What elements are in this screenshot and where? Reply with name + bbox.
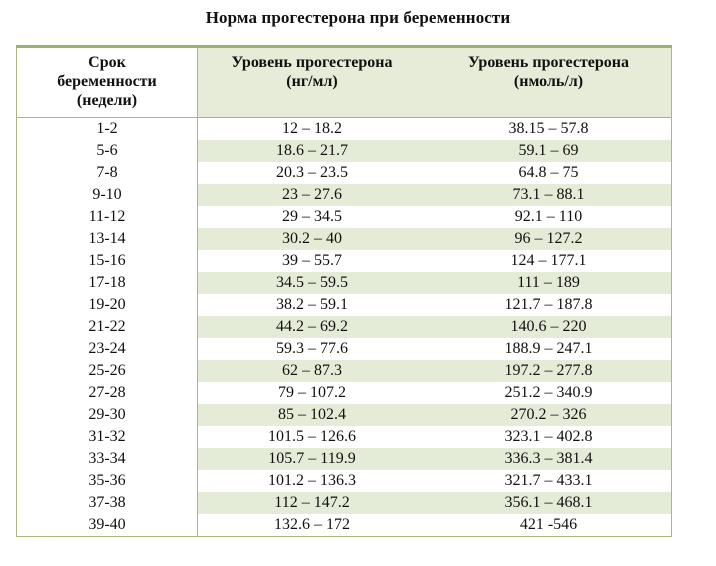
table-row: 23-24 59.3 – 77.6 188.9 – 247.1 — [16, 338, 672, 360]
cell-ng-ml: 12 – 18.2 — [197, 117, 426, 140]
table-row: 25-26 62 – 87.3 197.2 – 277.8 — [16, 360, 672, 382]
cell-ng-ml: 101.2 – 136.3 — [197, 470, 426, 492]
table-row: 9-10 23 – 27.6 73.1 – 88.1 — [16, 184, 672, 206]
table-row: 5-6 18.6 – 21.7 59.1 – 69 — [16, 140, 672, 162]
header-weeks-line-2: беременности — [57, 73, 157, 90]
cell-nmol-l: 92.1 – 110 — [426, 206, 672, 228]
cell-nmol-l: 121.7 – 187.8 — [426, 294, 672, 316]
header-weeks: Срок беременности (недели) — [16, 46, 198, 118]
progesterone-table: Срок беременности (недели) Уровень проге… — [16, 45, 672, 537]
cell-weeks: 23-24 — [16, 338, 198, 360]
cell-ng-ml: 132.6 – 172 — [197, 514, 426, 537]
header-ng-ml: Уровень прогестерона (нг/мл) — [197, 46, 426, 118]
page-title: Норма прогестерона при беременности — [205, 8, 511, 27]
cell-weeks: 7-8 — [16, 162, 198, 184]
header-nmol-l-line-1: Уровень прогестерона — [468, 54, 629, 71]
table-row: 37-38 112 – 147.2 356.1 – 468.1 — [16, 492, 672, 514]
table-row: 13-14 30.2 – 40 96 – 127.2 — [16, 228, 672, 250]
cell-weeks: 11-12 — [16, 206, 198, 228]
table-body: 1-2 12 – 18.2 38.15 – 57.8 5-6 18.6 – 21.7 59… — [16, 117, 672, 537]
table-row: 35-36 101.2 – 136.3 321.7 – 433.1 — [16, 470, 672, 492]
cell-weeks: 37-38 — [16, 492, 198, 514]
cell-nmol-l: 251.2 – 340.9 — [426, 382, 672, 404]
header-nmol-l: Уровень прогестерона (нмоль/л) — [426, 46, 672, 118]
header-ng-ml-line-1: Уровень прогестерона — [231, 54, 393, 71]
cell-weeks: 21-22 — [16, 316, 198, 338]
cell-nmol-l: 73.1 – 88.1 — [426, 184, 672, 206]
table-row: 29-30 85 – 102.4 270.2 – 326 — [16, 404, 672, 426]
cell-weeks: 29-30 — [16, 404, 198, 426]
cell-weeks: 27-28 — [16, 382, 198, 404]
cell-weeks: 17-18 — [16, 272, 198, 294]
header-nmol-l-line-2: (нмоль/л) — [513, 73, 584, 90]
cell-ng-ml: 30.2 – 40 — [197, 228, 426, 250]
cell-nmol-l: 124 – 177.1 — [426, 250, 672, 272]
cell-weeks: 5-6 — [16, 140, 198, 162]
cell-ng-ml: 62 – 87.3 — [197, 360, 426, 382]
table-row: 15-16 39 – 55.7 124 – 177.1 — [16, 250, 672, 272]
table-row: 11-12 29 – 34.5 92.1 – 110 — [16, 206, 672, 228]
table-row: 17-18 34.5 – 59.5 111 – 189 — [16, 272, 672, 294]
cell-ng-ml: 79 – 107.2 — [197, 382, 426, 404]
cell-ng-ml: 34.5 – 59.5 — [197, 272, 426, 294]
header-ng-ml-line-2: (нг/мл) — [286, 73, 338, 90]
cell-ng-ml: 112 – 147.2 — [197, 492, 426, 514]
cell-nmol-l: 270.2 – 326 — [426, 404, 672, 426]
table-row: 33-34 105.7 – 119.9 336.3 – 381.4 — [16, 448, 672, 470]
cell-ng-ml: 29 – 34.5 — [197, 206, 426, 228]
table-row: 31-32 101.5 – 126.6 323.1 – 402.8 — [16, 426, 672, 448]
cell-weeks: 1-2 — [16, 117, 198, 140]
cell-weeks: 15-16 — [16, 250, 198, 272]
header-weeks-line-3: (недели) — [76, 92, 138, 109]
cell-nmol-l: 421 -546 — [426, 514, 672, 537]
cell-weeks: 33-34 — [16, 448, 198, 470]
cell-ng-ml: 101.5 – 126.6 — [197, 426, 426, 448]
cell-weeks: 25-26 — [16, 360, 198, 382]
table-header-row: Срок беременности (недели) Уровень проге… — [16, 46, 672, 118]
cell-ng-ml: 105.7 – 119.9 — [197, 448, 426, 470]
cell-nmol-l: 59.1 – 69 — [426, 140, 672, 162]
table-row: 21-22 44.2 – 69.2 140.6 – 220 — [16, 316, 672, 338]
cell-ng-ml: 18.6 – 21.7 — [197, 140, 426, 162]
cell-nmol-l: 197.2 – 277.8 — [426, 360, 672, 382]
cell-ng-ml: 38.2 – 59.1 — [197, 294, 426, 316]
cell-weeks: 19-20 — [16, 294, 198, 316]
cell-weeks: 35-36 — [16, 470, 198, 492]
cell-weeks: 9-10 — [16, 184, 198, 206]
cell-ng-ml: 85 – 102.4 — [197, 404, 426, 426]
header-weeks-line-1: Срок — [88, 54, 126, 71]
cell-nmol-l: 96 – 127.2 — [426, 228, 672, 250]
cell-weeks: 39-40 — [16, 514, 198, 537]
cell-ng-ml: 59.3 – 77.6 — [197, 338, 426, 360]
cell-weeks: 31-32 — [16, 426, 198, 448]
cell-nmol-l: 323.1 – 402.8 — [426, 426, 672, 448]
cell-nmol-l: 64.8 – 75 — [426, 162, 672, 184]
cell-ng-ml: 20.3 – 23.5 — [197, 162, 426, 184]
cell-nmol-l: 356.1 – 468.1 — [426, 492, 672, 514]
table-row: 27-28 79 – 107.2 251.2 – 340.9 — [16, 382, 672, 404]
cell-nmol-l: 38.15 – 57.8 — [426, 117, 672, 140]
cell-nmol-l: 111 – 189 — [426, 272, 672, 294]
cell-ng-ml: 23 – 27.6 — [197, 184, 426, 206]
table-row: 39-40 132.6 – 172 421 -546 — [16, 514, 672, 537]
cell-nmol-l: 140.6 – 220 — [426, 316, 672, 338]
cell-nmol-l: 188.9 – 247.1 — [426, 338, 672, 360]
cell-ng-ml: 39 – 55.7 — [197, 250, 426, 272]
cell-nmol-l: 336.3 – 381.4 — [426, 448, 672, 470]
table-row: 19-20 38.2 – 59.1 121.7 – 187.8 — [16, 294, 672, 316]
table-row: 7-8 20.3 – 23.5 64.8 – 75 — [16, 162, 672, 184]
cell-ng-ml: 44.2 – 69.2 — [197, 316, 426, 338]
table-row: 1-2 12 – 18.2 38.15 – 57.8 — [16, 117, 672, 140]
cell-weeks: 13-14 — [16, 228, 198, 250]
cell-nmol-l: 321.7 – 433.1 — [426, 470, 672, 492]
